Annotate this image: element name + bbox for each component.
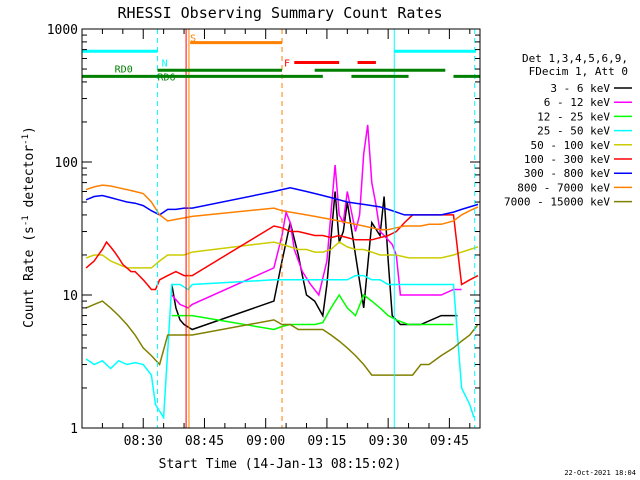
series-line-6 (85, 187, 479, 216)
x-tick-label-1: 08:45 (185, 434, 224, 449)
series-line-4 (85, 241, 479, 269)
series-line-3 (85, 274, 475, 420)
legend-label-5: 100 - 300 keV (524, 153, 610, 166)
chart-title: RHESSI Observing Summary Count Rates (117, 4, 442, 22)
y-axis-label: Count Rate (s-1 detector-1) (21, 126, 37, 328)
axes: 1 10 100 1000 08:30 08:45 09:00 09:15 09:30 09:45 (47, 23, 481, 449)
flag-label-1: S (190, 34, 196, 45)
legend-label-1: 6 - 12 keV (544, 96, 611, 109)
plot-frame (81, 28, 481, 429)
series-line-1 (171, 124, 462, 309)
legend-label-0: 3 - 6 keV (550, 82, 610, 95)
legend-label-6: 300 - 800 keV (524, 167, 610, 180)
series-line-7 (85, 184, 479, 231)
x-tick-label-5: 09:45 (430, 434, 469, 449)
legend: Det 1,3,4,5,6,9,FDecim 1, Att 0 3 - 6 keV… (504, 52, 632, 209)
series-line-8 (85, 300, 479, 376)
series-line-0 (171, 191, 458, 331)
y-tick-label-1: 10 (62, 289, 78, 304)
x-tick-label-4: 09:30 (369, 434, 408, 449)
plot-area: N S F RD0 RD6 (82, 29, 480, 428)
y-tick-label-0: 1 (70, 422, 78, 437)
legend-label-2: 12 - 25 keV (537, 110, 610, 123)
footer-date: 22-Oct-2021 18:04 (564, 469, 636, 477)
flag-label-2: F (284, 58, 290, 69)
x-tick-label-2: 09:00 (246, 434, 285, 449)
x-tick-label-0: 08:30 (124, 434, 163, 449)
x-tick-label-3: 09:15 (307, 434, 346, 449)
y-tick-label-2: 100 (55, 156, 78, 171)
flag-label-4: RD6 (158, 72, 176, 83)
legend-header-1: FDecim 1, Att 0 (529, 65, 628, 78)
legend-label-7: 800 - 7000 keV (517, 181, 610, 194)
flag-label-3: RD0 (115, 64, 133, 75)
legend-label-8: 7000 - 15000 keV (504, 196, 610, 209)
legend-header-0: Det 1,3,4,5,6,9, (522, 52, 628, 65)
legend-label-3: 25 - 50 keV (537, 125, 610, 138)
x-axis-label: Start Time (14-Jan-13 08:15:02) (159, 457, 402, 472)
series-group (82, 29, 480, 428)
series-line-2 (171, 293, 454, 331)
y-tick-label-3: 1000 (47, 23, 78, 38)
flag-label-0: N (162, 58, 168, 69)
legend-label-4: 50 - 100 keV (531, 139, 611, 152)
